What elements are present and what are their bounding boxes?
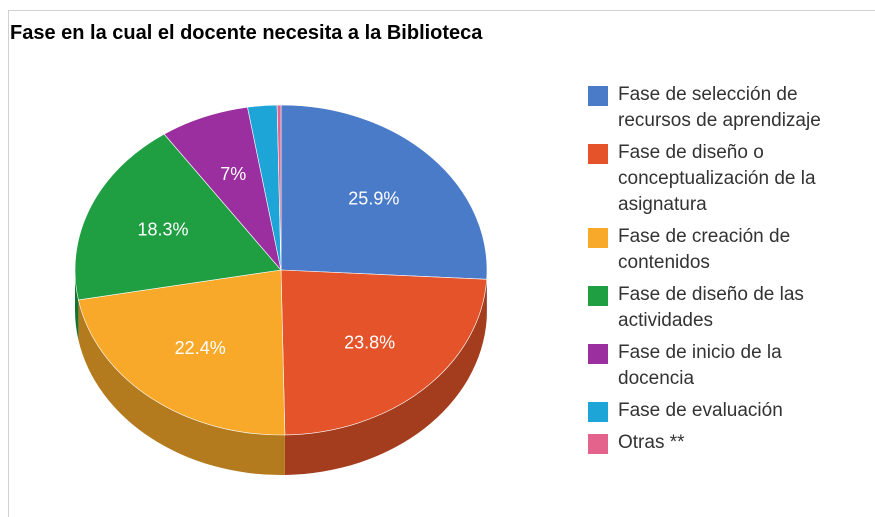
legend-label: Fase de evaluación	[618, 400, 783, 421]
slice	[276, 104, 282, 271]
legend-item: Otras **	[588, 430, 858, 456]
slice	[280, 104, 488, 280]
legend-label: Fase de diseño o conceptualización de la…	[618, 142, 816, 215]
slice	[280, 269, 487, 436]
legend-item: Fase de evaluación	[588, 398, 858, 424]
slice-label: 18.3%	[137, 220, 188, 240]
legend-item: Fase de diseño de las actividades	[588, 282, 858, 334]
legend-swatch	[588, 86, 608, 106]
legend-swatch	[588, 402, 608, 422]
slice-side	[284, 279, 487, 475]
legend-label: Fase de creación de contenidos	[618, 226, 791, 273]
legend-swatch	[588, 344, 608, 364]
legend-swatch	[588, 286, 608, 306]
legend-swatch	[588, 144, 608, 164]
slice-label: 25.9%	[348, 188, 399, 208]
legend-item: Fase de diseño o conceptualización de la…	[588, 140, 858, 218]
legend-label: Fase de diseño de las actividades	[618, 284, 804, 331]
chart-title: Fase en la cual el docente necesita a la…	[10, 22, 483, 44]
slice	[74, 133, 282, 301]
frame	[8, 10, 875, 517]
slice-side	[78, 299, 285, 476]
pie-slices	[74, 104, 488, 436]
legend-label: Fase de inicio de la docencia	[618, 342, 782, 389]
legend-label: Otras **	[618, 432, 685, 453]
legend-item: Fase de selección de recursos de aprendi…	[588, 82, 858, 134]
slice-label: 23.8%	[344, 332, 395, 352]
slice-label: 7%	[220, 164, 246, 184]
legend-swatch	[588, 434, 608, 454]
legend-label: Fase de selección de recursos de aprendi…	[618, 84, 821, 131]
legend-item: Fase de creación de contenidos	[588, 224, 858, 276]
slice	[78, 269, 286, 436]
legend-swatch	[588, 228, 608, 248]
slice-label: 22.4%	[175, 338, 226, 358]
legend-item: Fase de inicio de la docencia	[588, 340, 858, 392]
legend: Fase de selección de recursos de aprendi…	[588, 82, 858, 462]
